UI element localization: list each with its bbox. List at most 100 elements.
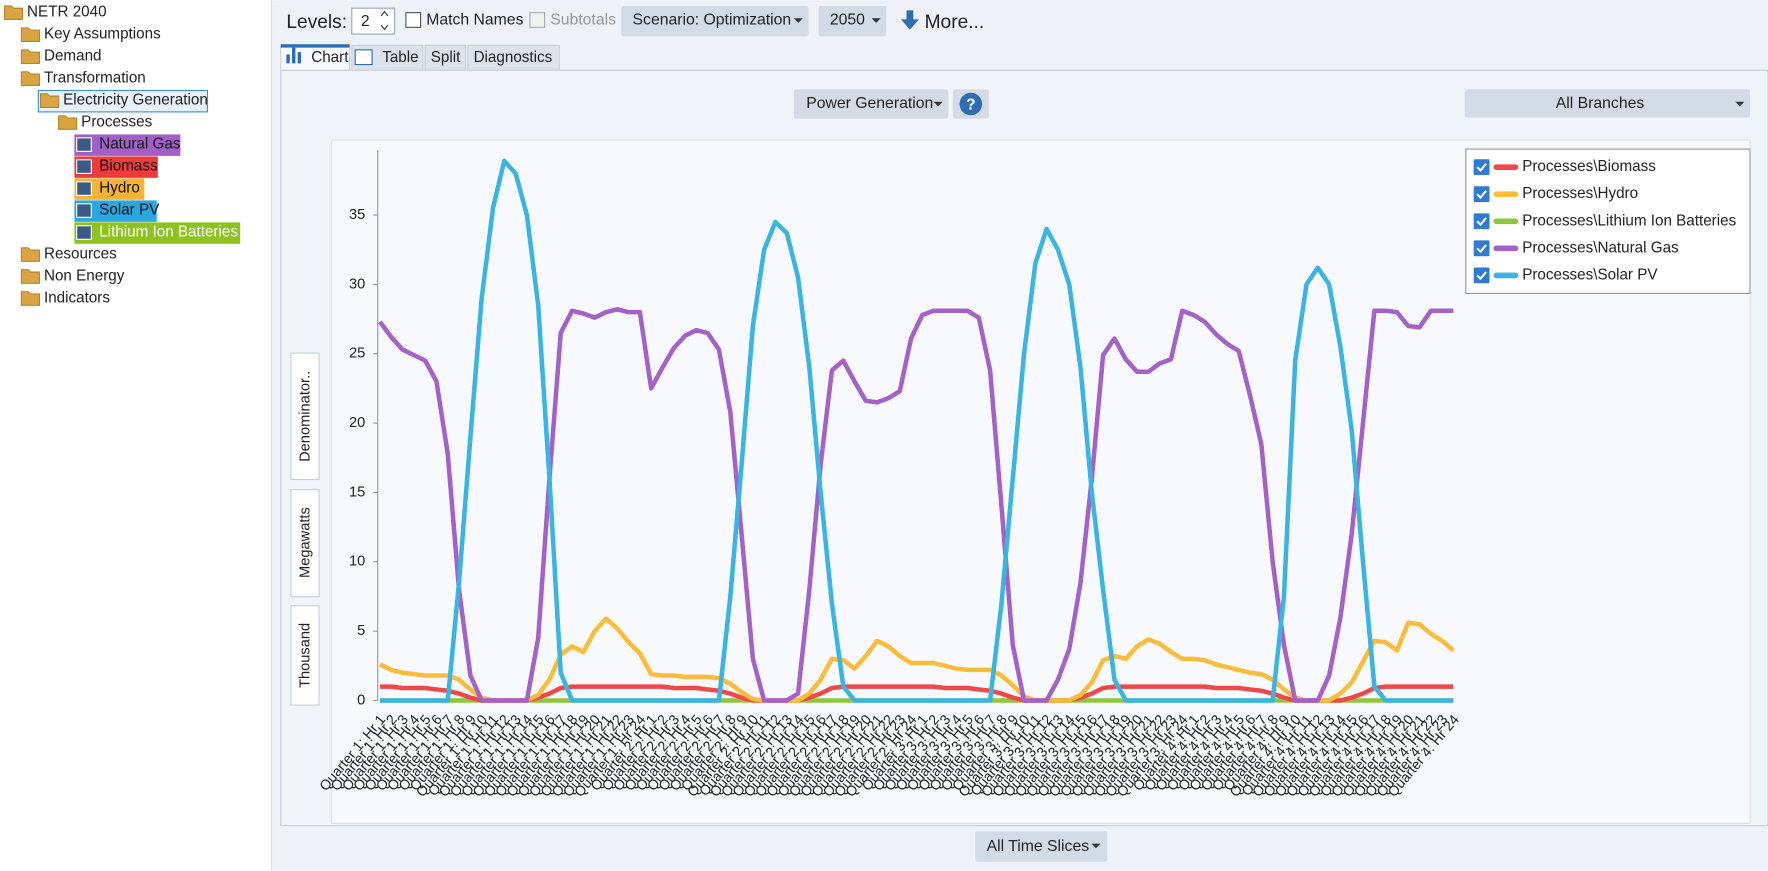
check-mark: [1476, 190, 1487, 200]
tree-item[interactable]: Key Assumptions: [44, 26, 161, 43]
branch-icon: [76, 225, 92, 240]
tree-item[interactable]: Non Energy: [44, 268, 125, 285]
variable-dropdown[interactable]: [793, 89, 949, 119]
match-names-checkbox[interactable]: [405, 12, 422, 28]
check-mark: [1476, 244, 1487, 254]
caret: [1735, 101, 1745, 107]
time-slices-dropdown[interactable]: [975, 831, 1108, 862]
check-mark: [1476, 271, 1487, 281]
branches-dropdown[interactable]: [1464, 89, 1750, 118]
legend-label: Processes\Solar PV: [1522, 266, 1658, 283]
y-tick-label: 20: [349, 415, 365, 431]
branch-icon: [76, 159, 92, 174]
tree-highlight: [74, 156, 158, 178]
legend-checkbox[interactable]: [1473, 240, 1490, 257]
series-line: [378, 307, 1454, 703]
y-tick-label: 15: [349, 484, 365, 500]
tree-panel: [0, 0, 272, 871]
series-line: [379, 158, 1454, 703]
tree-item[interactable]: Hydro: [99, 180, 140, 197]
caret: [793, 18, 803, 23]
legend-checkbox[interactable]: [1473, 186, 1490, 203]
folder-icon: [40, 93, 60, 108]
tree-item[interactable]: Solar PV: [99, 202, 160, 219]
subtotals-checkbox[interactable]: [529, 12, 546, 28]
variable-label: Power Generation: [806, 95, 933, 112]
y-tick-label: 10: [349, 554, 365, 570]
match-names-label: Match Names: [426, 12, 523, 29]
caret: [933, 101, 943, 107]
levels-value: 2: [361, 13, 370, 30]
scenario-dropdown[interactable]: [621, 5, 809, 37]
tab-active-bar: [280, 44, 350, 48]
more-button[interactable]: More...: [925, 12, 985, 33]
tree-item[interactable]: Biomass: [99, 158, 158, 175]
more-icon[interactable]: [900, 10, 919, 30]
branches-label: All Branches: [1556, 95, 1645, 112]
subtotals-label: Subtotals: [550, 12, 616, 29]
tree-item[interactable]: Transformation: [44, 70, 146, 87]
folder-icon: [20, 291, 41, 306]
tab[interactable]: [467, 44, 560, 71]
time-slices-label: All Time Slices: [987, 838, 1090, 855]
scale-label: Thousand: [297, 623, 313, 688]
folder-icon: [3, 5, 24, 20]
caret: [871, 18, 881, 23]
tree-item[interactable]: Indicators: [44, 290, 110, 307]
tree-highlight: [74, 200, 157, 222]
folder-icon: [20, 71, 41, 86]
branch-icon: [76, 181, 92, 196]
tab-label: Split: [431, 49, 461, 66]
levels-label: Levels:: [286, 12, 347, 33]
tabs: Chart Table Split Diagnostics: [280, 44, 560, 71]
tree: NETR 2040 Key Assumptions Demand Transforma…: [3, 4, 241, 307]
branch-icon: [76, 203, 92, 218]
denominator-label: Denominator..: [297, 371, 313, 462]
folder-icon: [20, 27, 41, 42]
chart-tab-icon: [286, 47, 302, 64]
tree-item[interactable]: Demand: [44, 48, 102, 65]
tree-item[interactable]: Processes: [81, 114, 152, 131]
y-tick-label: 0: [357, 692, 365, 708]
folder-icon: [58, 115, 78, 130]
scenario-label: Scenario: Optimization: [633, 12, 792, 29]
legend-label: Processes\Natural Gas: [1522, 239, 1679, 256]
folder-icon: [20, 49, 41, 64]
tree-item[interactable]: NETR 2040: [27, 4, 107, 21]
table-tab-icon: [354, 49, 373, 66]
tree-item[interactable]: Electricity Generation: [63, 92, 208, 109]
tab-label: Diagnostics: [474, 49, 553, 66]
legend-checkbox[interactable]: [1473, 159, 1490, 176]
legend-checkbox[interactable]: [1473, 213, 1490, 230]
unit-label: Megawatts: [297, 507, 313, 578]
help-icon: [959, 92, 983, 116]
legend-label: Processes\Lithium Ion Batteries: [1522, 212, 1736, 229]
tree-item[interactable]: Natural Gas: [99, 136, 181, 153]
folder-icon: [20, 269, 41, 284]
y-tick-label: 30: [349, 276, 365, 292]
tab-label: Table: [382, 49, 418, 66]
legend-checkbox[interactable]: [1473, 267, 1490, 284]
folder-icon: [20, 247, 41, 262]
y-tick-label: 35: [349, 207, 365, 223]
scale-button[interactable]: [290, 605, 320, 706]
year-dropdown[interactable]: [818, 5, 887, 37]
spin-arrows: [380, 10, 389, 31]
year-label: 2050: [830, 12, 865, 29]
help-glyph: ?: [966, 96, 976, 113]
denominator-button[interactable]: [290, 352, 320, 481]
tree-item[interactable]: Lithium Ion Batteries: [99, 224, 238, 241]
legend-label: Processes\Biomass: [1522, 158, 1656, 175]
legend-label: Processes\Hydro: [1522, 185, 1638, 202]
tree-highlight: [74, 222, 241, 244]
tree-highlight: [37, 89, 209, 113]
tree-highlight: [74, 134, 181, 156]
unit-button[interactable]: [290, 489, 320, 598]
tree-item[interactable]: Resources: [44, 246, 117, 263]
branch-icon: [76, 137, 92, 152]
levels-spinner[interactable]: [351, 7, 396, 35]
y-tick-label: 25: [349, 346, 365, 362]
tab[interactable]: [424, 44, 467, 71]
